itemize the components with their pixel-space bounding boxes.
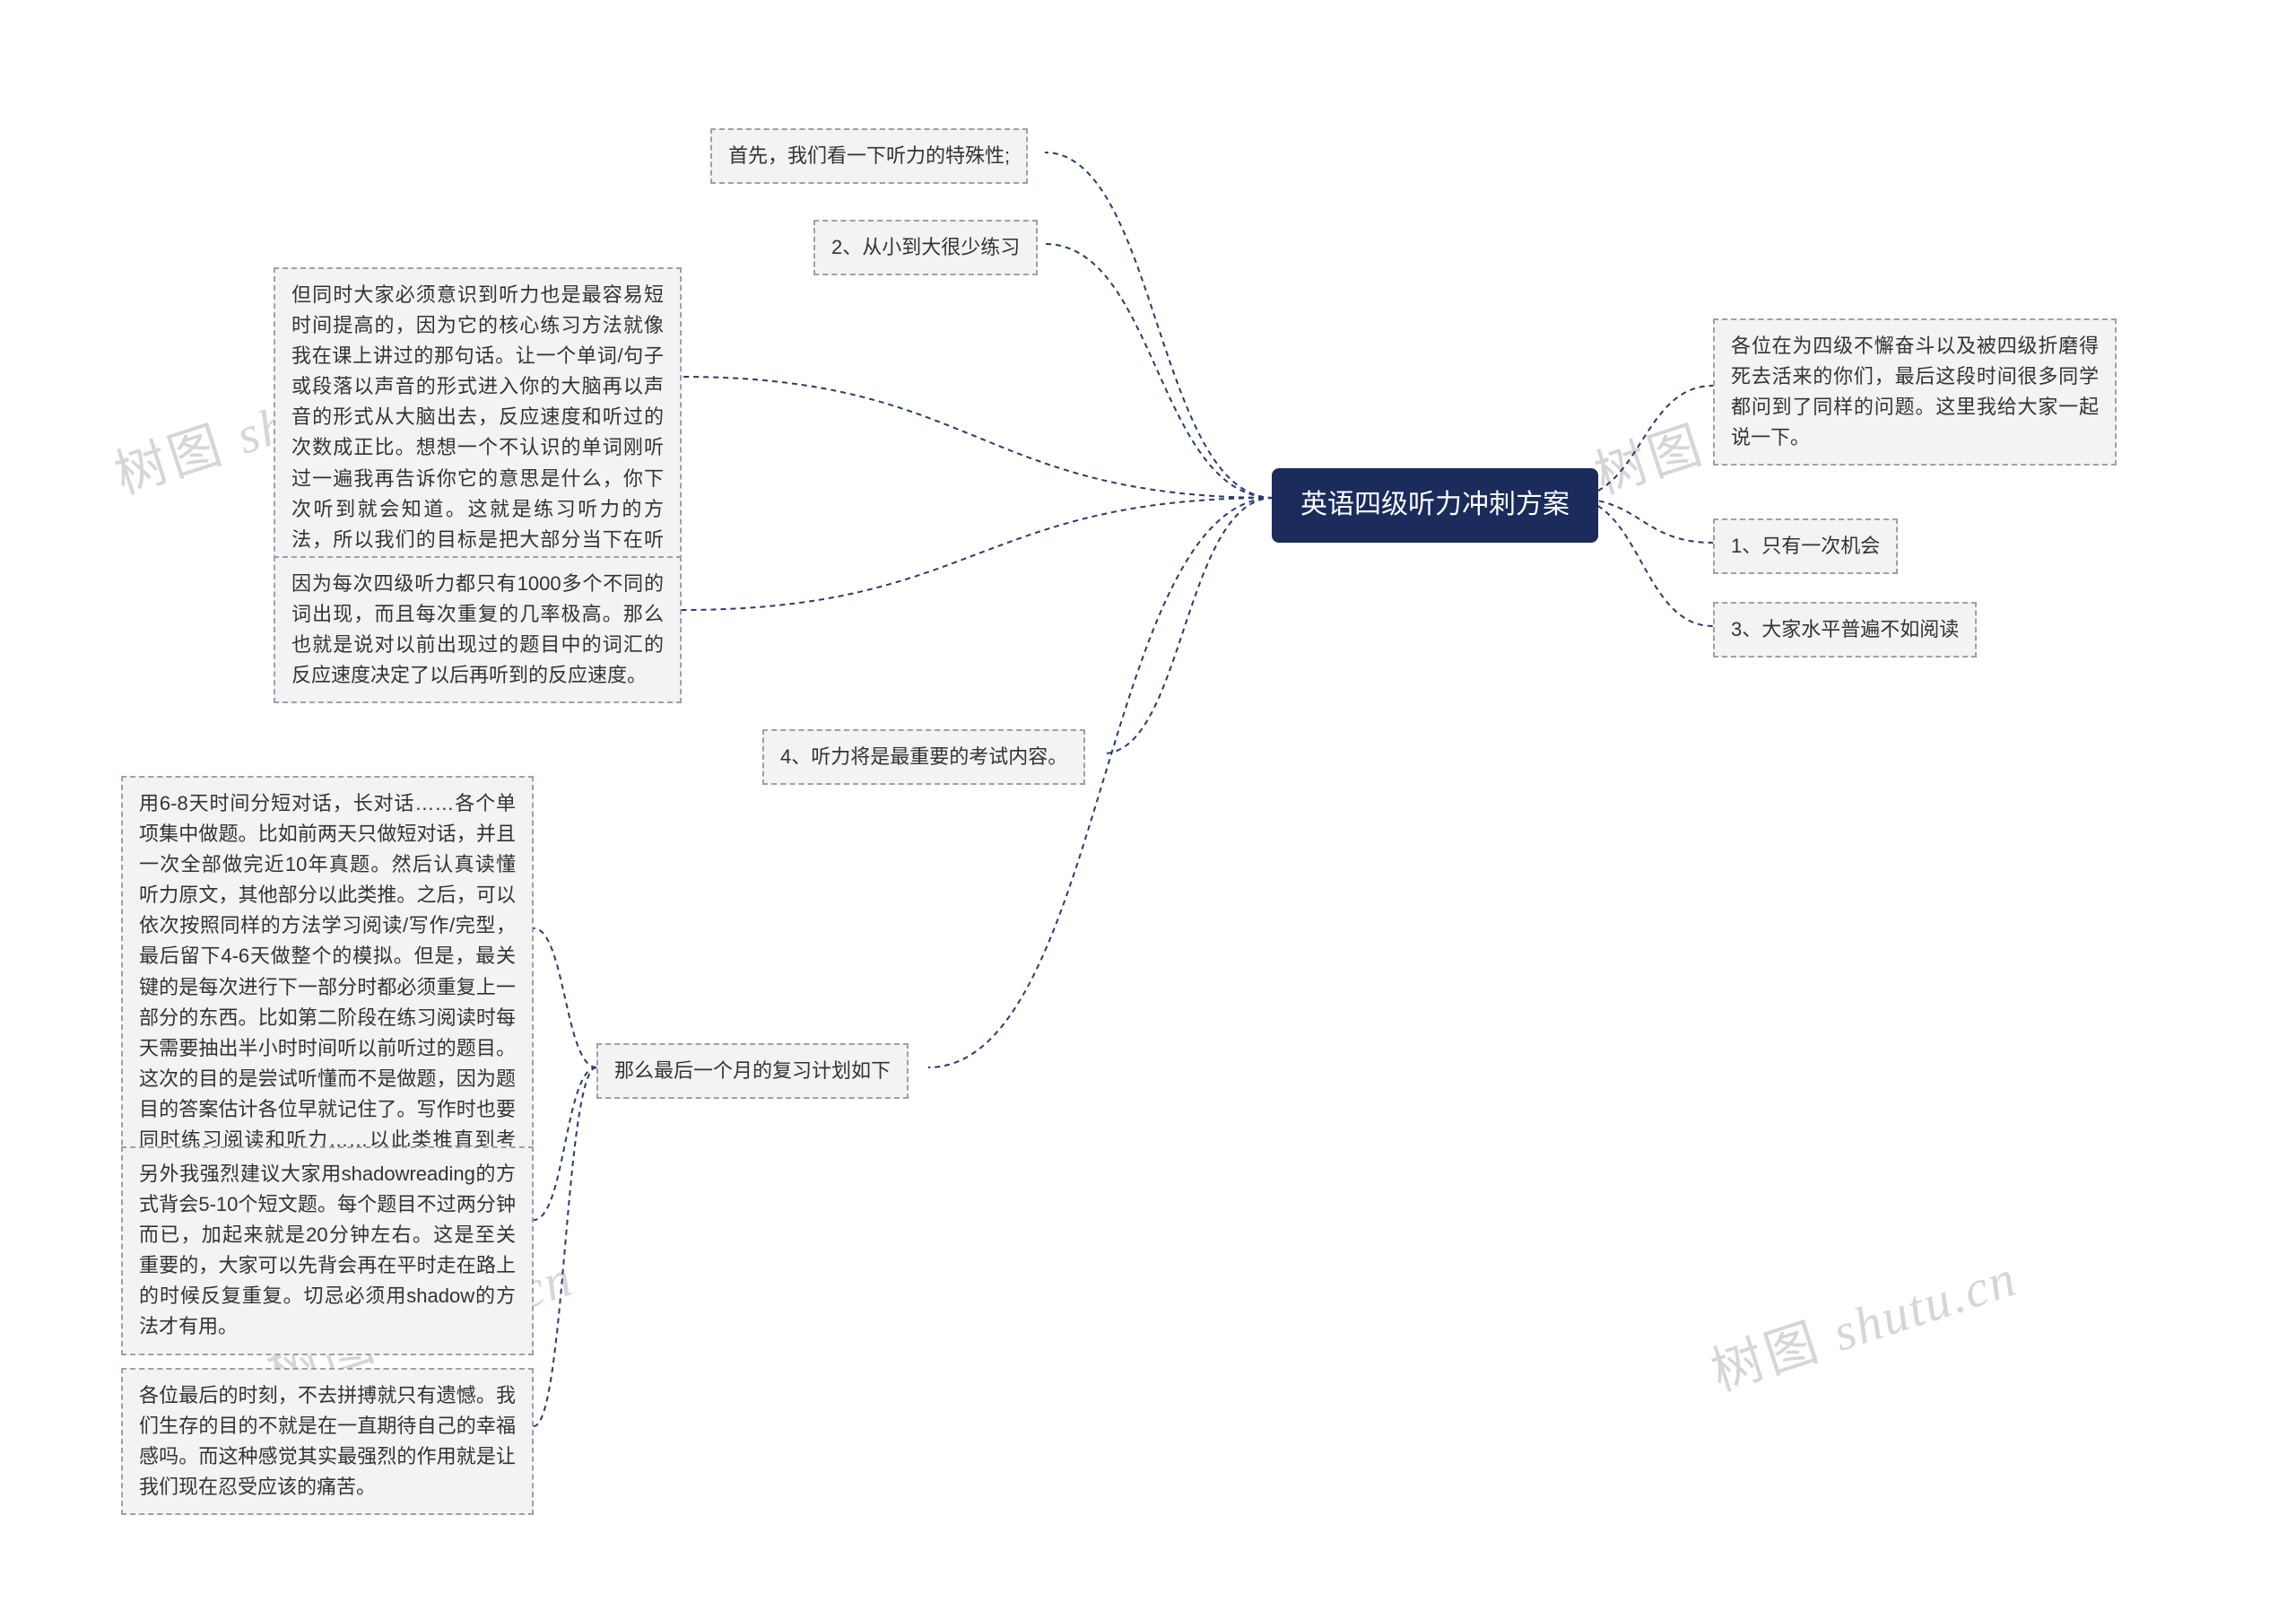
node-right-intro[interactable]: 各位在为四级不懈奋斗以及被四级折磨得死去活来的你们，最后这段时间很多同学都问到了… [1713,318,2117,466]
node-section4[interactable]: 4、听力将是最重要的考试内容。 [762,729,1085,785]
node-right-p1[interactable]: 1、只有一次机会 [1713,518,1898,574]
root-node[interactable]: 英语四级听力冲刺方案 [1272,468,1598,543]
node-left-mid-b[interactable]: 因为每次四级听力都只有1000多个不同的词出现，而且每次重复的几率极高。那么也就… [274,556,682,703]
node-plan-c[interactable]: 各位最后的时刻，不去拼搏就只有遗憾。我们生存的目的不就是在一直期待自己的幸福感吗… [121,1368,534,1515]
node-left-top2[interactable]: 2、从小到大很少练习 [813,220,1038,275]
node-right-p3[interactable]: 3、大家水平普遍不如阅读 [1713,602,1977,657]
node-plan-a[interactable]: 用6-8天时间分短对话，长对话……各个单项集中做题。比如前两天只做短对话，并且一… [121,776,534,1198]
node-left-top1[interactable]: 首先，我们看一下听力的特殊性; [710,128,1028,184]
watermark: 树图 shutu.cn [1700,1235,2025,1405]
node-plan-title[interactable]: 那么最后一个月的复习计划如下 [596,1043,909,1099]
node-plan-b[interactable]: 另外我强烈建议大家用shadowreading的方式背会5-10个短文题。每个题… [121,1146,534,1355]
